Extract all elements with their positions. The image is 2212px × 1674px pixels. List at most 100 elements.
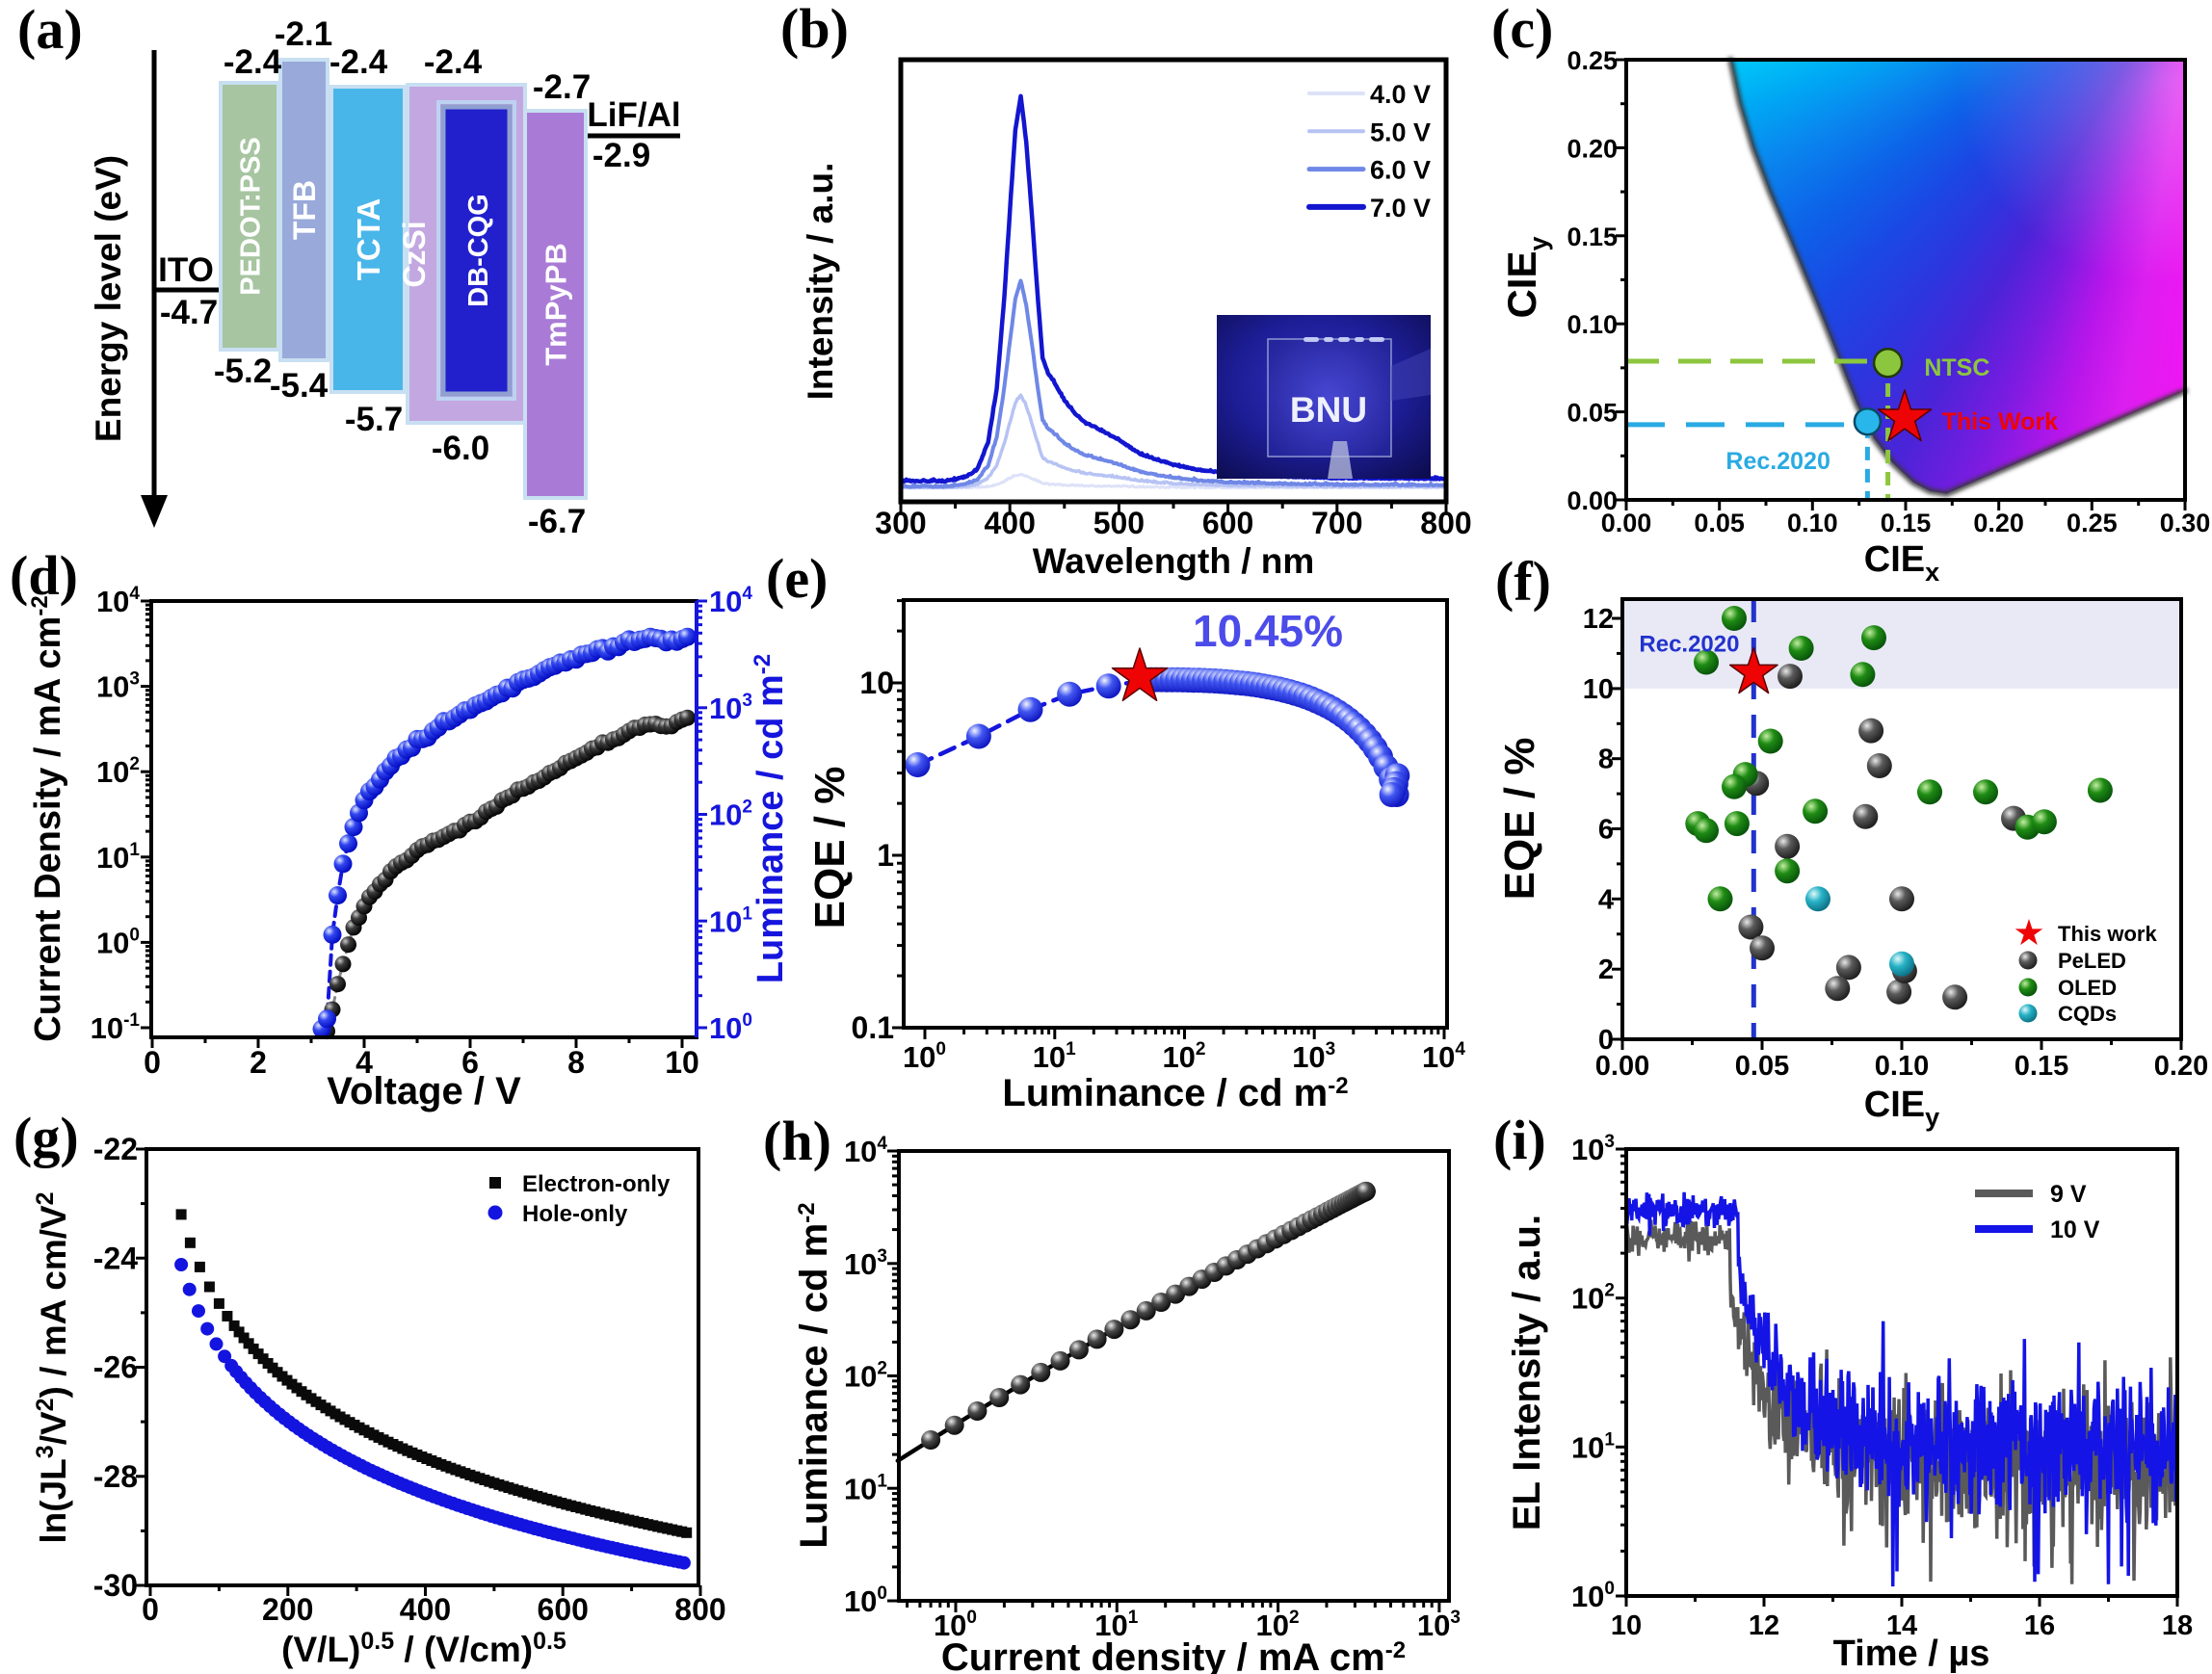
svg-text:LiF/Al: LiF/Al xyxy=(587,96,680,134)
svg-text:EQE / %: EQE / % xyxy=(806,767,854,929)
svg-text:1: 1 xyxy=(877,838,894,873)
svg-text:-5.2: -5.2 xyxy=(214,353,272,390)
svg-text:2: 2 xyxy=(1598,955,1614,985)
svg-text:TmPyPB: TmPyPB xyxy=(540,243,573,365)
svg-text:-5.4: -5.4 xyxy=(270,367,329,405)
svg-text:101: 101 xyxy=(96,840,140,875)
svg-text:CzSi: CzSi xyxy=(397,221,432,287)
svg-text:Luminance / cd m-2: Luminance / cd m-2 xyxy=(1002,1072,1348,1114)
svg-text:-2.4: -2.4 xyxy=(424,43,483,81)
svg-text:104: 104 xyxy=(709,584,752,618)
svg-text:0: 0 xyxy=(142,1592,159,1627)
svg-text:0.30: 0.30 xyxy=(2160,509,2211,537)
svg-text:8: 8 xyxy=(1598,745,1614,775)
svg-text:14: 14 xyxy=(1886,1610,1917,1641)
svg-text:100: 100 xyxy=(1571,1579,1615,1613)
svg-text:-2.4: -2.4 xyxy=(224,43,282,81)
svg-text:Intensity / a.u.: Intensity / a.u. xyxy=(801,163,840,401)
svg-text:100: 100 xyxy=(903,1039,946,1074)
svg-text:0.00: 0.00 xyxy=(1595,1051,1649,1082)
svg-text:ln(JL3/V2) / mA cm/V2: ln(JL3/V2) / mA cm/V2 xyxy=(32,1191,73,1543)
svg-text:102: 102 xyxy=(709,798,752,832)
svg-text:CQDs: CQDs xyxy=(2058,1002,2117,1026)
svg-text:0.10: 0.10 xyxy=(1567,310,1618,339)
svg-text:0.20: 0.20 xyxy=(1973,509,2024,537)
svg-text:-2.9: -2.9 xyxy=(592,137,650,174)
svg-text:(V/L)0.5 / (V/cm)0.5: (V/L)0.5 / (V/cm)0.5 xyxy=(281,1628,566,1669)
svg-text:0.00: 0.00 xyxy=(1601,509,1652,537)
svg-text:12: 12 xyxy=(1749,1610,1779,1641)
svg-text:300: 300 xyxy=(875,506,926,540)
svg-text:800: 800 xyxy=(674,1592,725,1627)
svg-text:700: 700 xyxy=(1311,506,1362,540)
svg-text:CIEx: CIEx xyxy=(1864,539,1939,587)
svg-text:CIEy: CIEy xyxy=(1499,236,1553,318)
svg-text:Time / µs: Time / µs xyxy=(1833,1634,1990,1674)
svg-text:-28: -28 xyxy=(93,1459,138,1494)
svg-text:10: 10 xyxy=(1583,674,1614,705)
svg-text:0.15: 0.15 xyxy=(2014,1051,2068,1082)
svg-text:-26: -26 xyxy=(93,1350,138,1385)
svg-text:0.10: 0.10 xyxy=(1875,1051,1929,1082)
svg-text:4: 4 xyxy=(356,1045,373,1080)
svg-text:DB-CQG: DB-CQG xyxy=(463,194,494,307)
svg-text:TCTA: TCTA xyxy=(351,198,386,281)
svg-text:400: 400 xyxy=(400,1592,451,1627)
svg-text:6: 6 xyxy=(1598,815,1614,846)
svg-text:-6.0: -6.0 xyxy=(432,430,489,467)
svg-text:-5.7: -5.7 xyxy=(345,401,403,438)
svg-text:CIEy: CIEy xyxy=(1864,1085,1939,1132)
svg-text:102: 102 xyxy=(96,754,140,789)
svg-text:103: 103 xyxy=(96,669,140,704)
svg-text:0.25: 0.25 xyxy=(2067,509,2118,537)
svg-text:Luminance / cd m-2: Luminance / cd m-2 xyxy=(750,654,791,983)
svg-text:0: 0 xyxy=(144,1045,161,1080)
svg-text:100: 100 xyxy=(96,925,140,959)
svg-text:8: 8 xyxy=(567,1045,585,1080)
svg-text:100: 100 xyxy=(844,1583,887,1618)
svg-text:0.20: 0.20 xyxy=(1567,134,1618,163)
svg-text:BNU: BNU xyxy=(1290,390,1367,430)
svg-text:OLED: OLED xyxy=(2058,976,2117,1000)
svg-text:TFB: TFB xyxy=(287,180,322,240)
svg-text:500: 500 xyxy=(1093,506,1145,540)
svg-text:0.05: 0.05 xyxy=(1694,509,1745,537)
svg-text:Current density / mA cm-2: Current density / mA cm-2 xyxy=(941,1636,1406,1674)
svg-text:100: 100 xyxy=(709,1010,752,1045)
svg-text:10.45%: 10.45% xyxy=(1193,606,1343,656)
svg-text:104: 104 xyxy=(96,584,140,618)
svg-text:-22: -22 xyxy=(93,1132,138,1166)
svg-text:EQE / %: EQE / % xyxy=(1496,738,1543,901)
svg-text:103: 103 xyxy=(1292,1039,1335,1074)
svg-text:102: 102 xyxy=(1162,1039,1205,1074)
svg-text:200: 200 xyxy=(262,1592,313,1627)
svg-text:4: 4 xyxy=(1598,884,1614,915)
svg-text:10: 10 xyxy=(665,1045,699,1080)
svg-text:101: 101 xyxy=(1571,1429,1615,1464)
svg-text:Wavelength / nm: Wavelength / nm xyxy=(1033,541,1315,581)
svg-text:This work: This work xyxy=(2058,922,2157,946)
svg-text:600: 600 xyxy=(538,1592,589,1627)
svg-text:103: 103 xyxy=(1417,1608,1461,1642)
svg-text:18: 18 xyxy=(2162,1610,2193,1641)
svg-text:-4.7: -4.7 xyxy=(160,294,218,331)
svg-text:0.05: 0.05 xyxy=(1567,399,1618,428)
svg-text:-30: -30 xyxy=(93,1568,138,1603)
svg-text:103: 103 xyxy=(709,691,752,725)
svg-text:5.0 V: 5.0 V xyxy=(1370,118,1431,146)
svg-text:101: 101 xyxy=(709,903,752,938)
svg-text:12: 12 xyxy=(1583,604,1614,635)
svg-text:0.00: 0.00 xyxy=(1567,486,1618,515)
svg-text:Luminance / cd m-2: Luminance / cd m-2 xyxy=(793,1202,835,1548)
svg-text:-6.7: -6.7 xyxy=(528,503,586,540)
svg-text:Rec.2020: Rec.2020 xyxy=(1639,632,1739,658)
svg-text:103: 103 xyxy=(844,1246,887,1281)
svg-text:0.10: 0.10 xyxy=(1787,509,1838,537)
svg-text:-2.7: -2.7 xyxy=(533,68,591,106)
svg-text:0: 0 xyxy=(1598,1025,1614,1056)
svg-text:0.05: 0.05 xyxy=(1735,1051,1789,1082)
svg-text:0.15: 0.15 xyxy=(1567,222,1618,251)
svg-text:-24: -24 xyxy=(93,1241,138,1275)
svg-text:102: 102 xyxy=(844,1359,887,1394)
svg-text:104: 104 xyxy=(844,1134,887,1168)
